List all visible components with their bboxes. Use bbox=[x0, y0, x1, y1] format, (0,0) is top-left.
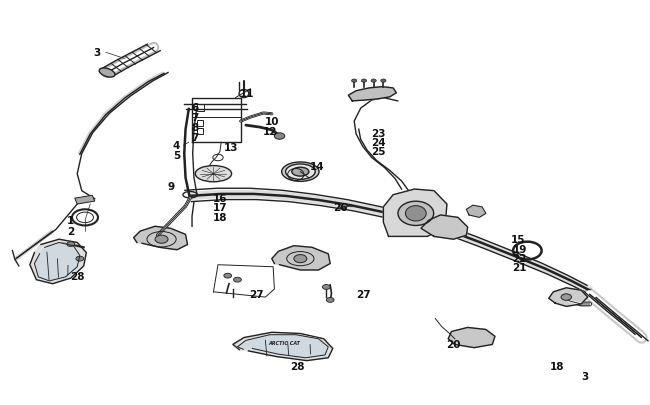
Circle shape bbox=[67, 242, 75, 247]
Circle shape bbox=[322, 285, 330, 290]
Polygon shape bbox=[134, 227, 187, 250]
Text: 2: 2 bbox=[67, 226, 74, 237]
Text: 27: 27 bbox=[250, 290, 264, 300]
Circle shape bbox=[274, 134, 285, 140]
Text: 11: 11 bbox=[240, 89, 254, 98]
Text: 15: 15 bbox=[511, 234, 526, 245]
Polygon shape bbox=[348, 87, 396, 102]
Text: 5: 5 bbox=[174, 151, 181, 161]
Text: 9: 9 bbox=[168, 181, 175, 191]
Text: 14: 14 bbox=[310, 161, 324, 171]
Text: 27: 27 bbox=[357, 290, 371, 300]
Text: 3: 3 bbox=[581, 371, 588, 381]
Text: 7: 7 bbox=[192, 133, 199, 143]
Text: 26: 26 bbox=[333, 202, 348, 212]
Text: 12: 12 bbox=[263, 127, 277, 137]
Text: 25: 25 bbox=[371, 147, 385, 157]
Ellipse shape bbox=[281, 162, 319, 182]
Text: 22: 22 bbox=[512, 253, 527, 263]
Polygon shape bbox=[467, 206, 486, 218]
Polygon shape bbox=[384, 190, 447, 237]
Ellipse shape bbox=[99, 69, 115, 78]
Ellipse shape bbox=[195, 166, 231, 182]
Text: 8: 8 bbox=[192, 122, 199, 132]
Polygon shape bbox=[549, 288, 588, 307]
Text: 24: 24 bbox=[371, 138, 385, 148]
Bar bbox=[196, 121, 203, 127]
Text: 17: 17 bbox=[213, 202, 228, 212]
Polygon shape bbox=[421, 215, 468, 240]
Circle shape bbox=[233, 277, 241, 282]
Circle shape bbox=[224, 273, 231, 278]
Circle shape bbox=[381, 80, 386, 83]
Text: 10: 10 bbox=[265, 117, 279, 127]
Bar bbox=[196, 104, 204, 112]
Circle shape bbox=[371, 80, 376, 83]
Text: 7: 7 bbox=[192, 113, 199, 123]
Circle shape bbox=[76, 257, 84, 262]
Circle shape bbox=[361, 80, 367, 83]
Circle shape bbox=[561, 294, 571, 301]
Bar bbox=[75, 196, 95, 205]
Text: 19: 19 bbox=[512, 244, 527, 254]
Circle shape bbox=[326, 298, 334, 303]
Polygon shape bbox=[34, 243, 80, 281]
Text: 1: 1 bbox=[67, 216, 74, 226]
Circle shape bbox=[155, 236, 168, 244]
Ellipse shape bbox=[285, 164, 315, 180]
Text: 28: 28 bbox=[70, 271, 84, 281]
Ellipse shape bbox=[292, 168, 309, 177]
Text: 23: 23 bbox=[371, 129, 385, 139]
Polygon shape bbox=[237, 335, 328, 358]
Text: 3: 3 bbox=[93, 48, 100, 58]
Ellipse shape bbox=[202, 169, 226, 179]
Bar bbox=[196, 129, 203, 135]
Text: 18: 18 bbox=[213, 213, 228, 222]
Polygon shape bbox=[30, 240, 86, 284]
Text: 20: 20 bbox=[446, 339, 461, 350]
Text: 28: 28 bbox=[291, 361, 305, 371]
Circle shape bbox=[339, 204, 347, 209]
Text: 21: 21 bbox=[512, 262, 527, 272]
Circle shape bbox=[294, 255, 307, 263]
Ellipse shape bbox=[406, 206, 426, 222]
Text: 18: 18 bbox=[550, 361, 564, 371]
Polygon shape bbox=[272, 246, 330, 270]
Text: ARCTIC CAT: ARCTIC CAT bbox=[269, 341, 301, 345]
Text: 6: 6 bbox=[192, 102, 199, 113]
Polygon shape bbox=[233, 333, 333, 361]
Text: 16: 16 bbox=[213, 194, 228, 203]
Text: 13: 13 bbox=[224, 143, 238, 153]
Circle shape bbox=[352, 80, 357, 83]
Text: 4: 4 bbox=[172, 141, 179, 151]
Ellipse shape bbox=[398, 202, 434, 226]
Polygon shape bbox=[448, 328, 495, 348]
